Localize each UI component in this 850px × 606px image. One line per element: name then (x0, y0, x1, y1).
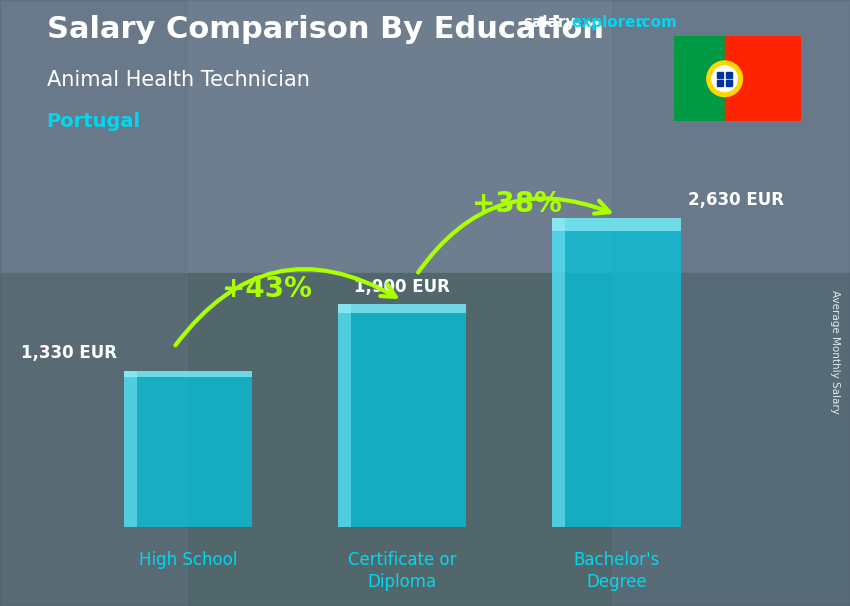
Bar (124, 371, 137, 527)
Text: 2,630 EUR: 2,630 EUR (688, 191, 784, 209)
Text: salary: salary (523, 15, 575, 30)
Text: 1,330 EUR: 1,330 EUR (20, 344, 116, 362)
Circle shape (707, 61, 742, 96)
Bar (338, 304, 351, 527)
Bar (338, 304, 467, 313)
Bar (552, 218, 681, 527)
Text: Bachelor's
Degree: Bachelor's Degree (573, 551, 660, 591)
Text: +43%: +43% (222, 275, 311, 303)
Bar (725, 36, 801, 121)
Text: Average Monthly Salary: Average Monthly Salary (830, 290, 840, 413)
Bar (726, 80, 732, 86)
Bar (0, 0, 187, 606)
Text: explorer: explorer (571, 15, 643, 30)
Bar (124, 371, 252, 378)
Bar (674, 36, 725, 121)
Bar (552, 218, 681, 231)
Text: Certificate or
Diploma: Certificate or Diploma (348, 551, 456, 591)
Bar (0, 0, 850, 273)
Text: Animal Health Technician: Animal Health Technician (47, 70, 309, 90)
Text: .com: .com (637, 15, 677, 30)
Bar (717, 72, 723, 78)
Text: +38%: +38% (472, 190, 561, 218)
Text: High School: High School (139, 551, 237, 568)
Bar (717, 80, 723, 86)
Bar (726, 72, 732, 78)
Bar (552, 218, 565, 527)
Bar (338, 304, 467, 527)
Bar (0, 273, 850, 606)
Bar (124, 371, 252, 527)
Text: Portugal: Portugal (47, 112, 141, 131)
Circle shape (712, 66, 737, 92)
Text: 1,900 EUR: 1,900 EUR (354, 278, 450, 296)
Bar (612, 0, 850, 606)
Text: Salary Comparison By Education: Salary Comparison By Education (47, 15, 603, 44)
